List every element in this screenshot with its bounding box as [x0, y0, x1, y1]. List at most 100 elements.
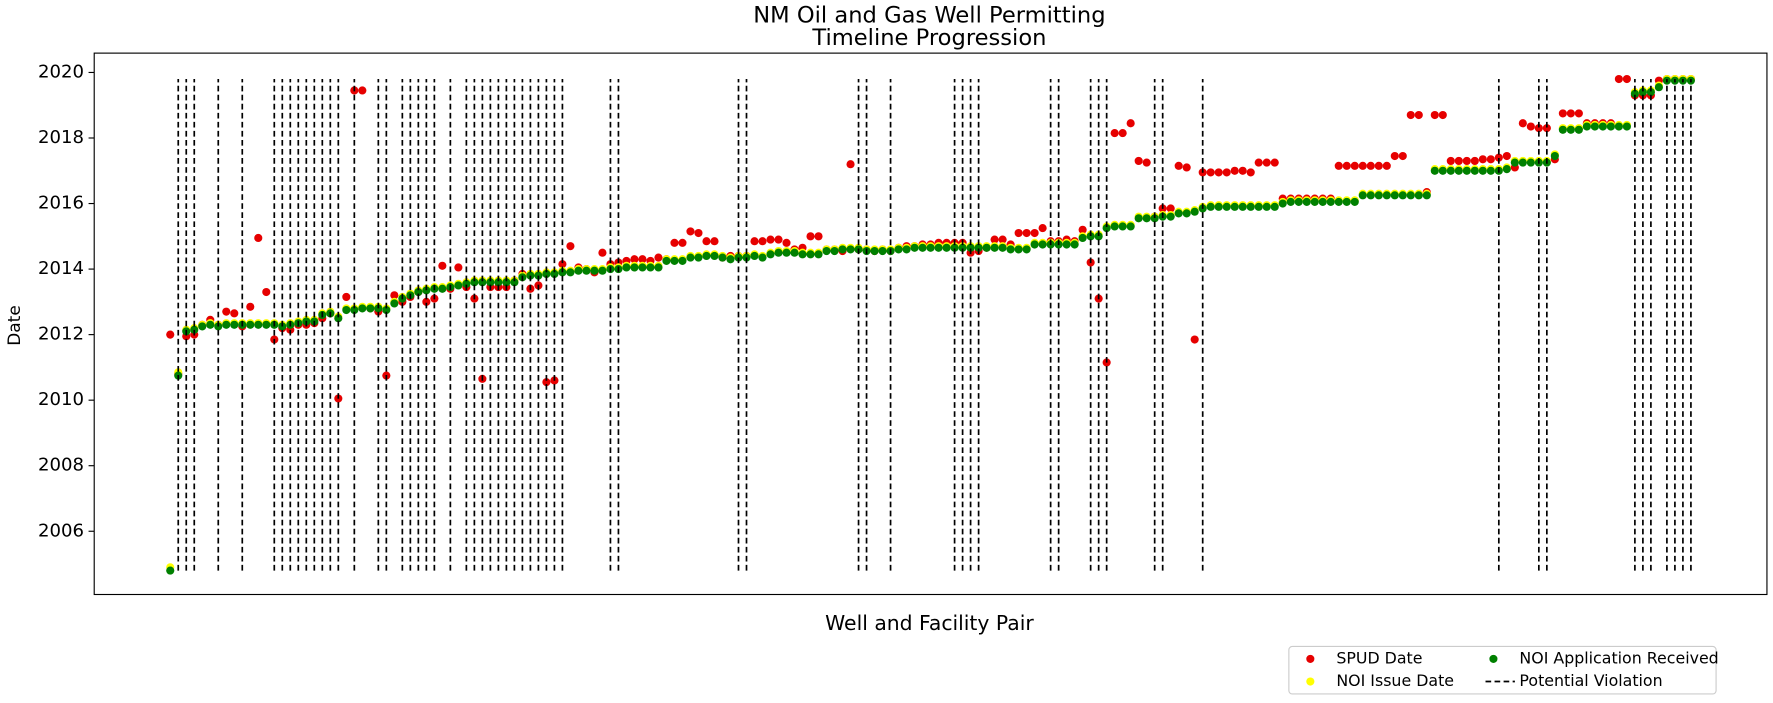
- data-point: [950, 243, 959, 252]
- y-tick-label: 2010: [38, 389, 84, 410]
- data-point: [1494, 153, 1503, 162]
- data-point: [1558, 125, 1567, 134]
- legend-box: [1288, 645, 1717, 695]
- data-point: [1622, 122, 1631, 131]
- data-point: [1606, 122, 1615, 131]
- data-point: [1342, 161, 1351, 170]
- data-point: [1542, 124, 1551, 133]
- data-point: [1038, 240, 1047, 249]
- data-point: [902, 245, 911, 254]
- legend-marker: [1489, 654, 1498, 663]
- data-point: [774, 235, 783, 244]
- legend-label: NOI Issue Date: [1336, 671, 1454, 690]
- data-point: [470, 278, 479, 287]
- data-point: [1118, 129, 1127, 138]
- data-point: [1022, 245, 1031, 254]
- data-point: [342, 305, 351, 315]
- data-point: [1254, 158, 1263, 167]
- data-point: [782, 248, 791, 257]
- data-point: [1078, 233, 1087, 243]
- data-point: [1286, 197, 1295, 206]
- data-point: [422, 297, 431, 306]
- data-point: [486, 278, 495, 287]
- data-point: [1078, 225, 1087, 234]
- data-point: [342, 292, 351, 302]
- data-point: [694, 253, 703, 262]
- data-point: [1334, 197, 1343, 206]
- data-point: [1014, 228, 1023, 238]
- data-point: [686, 227, 695, 236]
- data-point: [1142, 214, 1151, 223]
- data-point: [454, 263, 463, 272]
- data-point: [590, 266, 599, 275]
- data-point: [1166, 204, 1175, 213]
- data-point: [1638, 88, 1647, 97]
- data-point: [1182, 209, 1191, 218]
- legend-marker: [1306, 654, 1315, 663]
- data-point: [966, 243, 975, 252]
- data-point: [750, 237, 759, 246]
- data-point: [1526, 158, 1535, 167]
- data-point: [1478, 166, 1487, 175]
- data-point: [390, 291, 399, 300]
- data-point: [510, 278, 519, 287]
- data-point: [630, 255, 639, 264]
- data-point: [1214, 202, 1223, 211]
- data-point: [366, 304, 375, 313]
- data-point: [1342, 197, 1351, 206]
- data-point: [774, 248, 783, 257]
- legend-label: SPUD Date: [1336, 648, 1422, 667]
- data-point: [1174, 209, 1183, 218]
- data-point: [598, 248, 607, 257]
- data-point: [798, 250, 807, 259]
- data-point: [566, 242, 575, 251]
- data-point: [1518, 119, 1527, 128]
- data-point: [582, 266, 591, 275]
- data-point: [350, 305, 359, 315]
- data-point: [1070, 240, 1079, 249]
- data-point: [1110, 222, 1119, 231]
- data-point: [1534, 124, 1543, 133]
- data-point: [790, 248, 799, 257]
- data-point: [1366, 191, 1375, 200]
- data-point: [1246, 202, 1255, 211]
- data-point: [246, 302, 255, 311]
- data-point: [1614, 122, 1623, 131]
- data-point: [998, 243, 1007, 252]
- data-point: [1350, 197, 1359, 206]
- data-point: [1574, 125, 1583, 134]
- data-point: [1446, 166, 1455, 175]
- data-point: [686, 253, 695, 262]
- data-point: [1446, 156, 1455, 166]
- data-point: [478, 278, 487, 287]
- data-point: [1502, 165, 1511, 174]
- y-tick-label: 2020: [38, 61, 84, 82]
- data-point: [910, 243, 919, 252]
- data-point: [846, 160, 855, 169]
- data-point: [1430, 110, 1439, 120]
- data-point: [558, 260, 567, 269]
- data-point: [1118, 222, 1127, 231]
- data-point: [1630, 89, 1639, 98]
- data-point: [1190, 335, 1199, 344]
- data-point: [1278, 199, 1287, 208]
- data-point: [974, 243, 983, 252]
- data-point: [1262, 158, 1271, 167]
- data-point: [1326, 197, 1335, 206]
- data-point: [1086, 232, 1095, 241]
- data-point: [630, 263, 639, 272]
- data-point: [1550, 151, 1559, 161]
- data-point: [1038, 224, 1047, 233]
- y-tick-label: 2008: [38, 455, 84, 476]
- data-point: [894, 245, 903, 254]
- data-point: [1510, 158, 1519, 167]
- data-point: [1406, 110, 1415, 120]
- data-point: [1302, 197, 1311, 206]
- data-point: [1582, 122, 1591, 131]
- data-point: [1222, 202, 1231, 211]
- data-point: [1230, 166, 1239, 175]
- data-point: [190, 325, 199, 334]
- legend-label: Potential Violation: [1519, 671, 1662, 690]
- data-point: [710, 237, 719, 246]
